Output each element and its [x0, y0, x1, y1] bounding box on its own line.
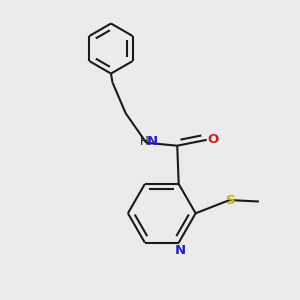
Text: O: O: [208, 133, 219, 146]
Text: S: S: [226, 194, 236, 207]
Text: H: H: [140, 135, 148, 148]
Text: N: N: [147, 135, 158, 148]
Text: N: N: [175, 244, 186, 257]
